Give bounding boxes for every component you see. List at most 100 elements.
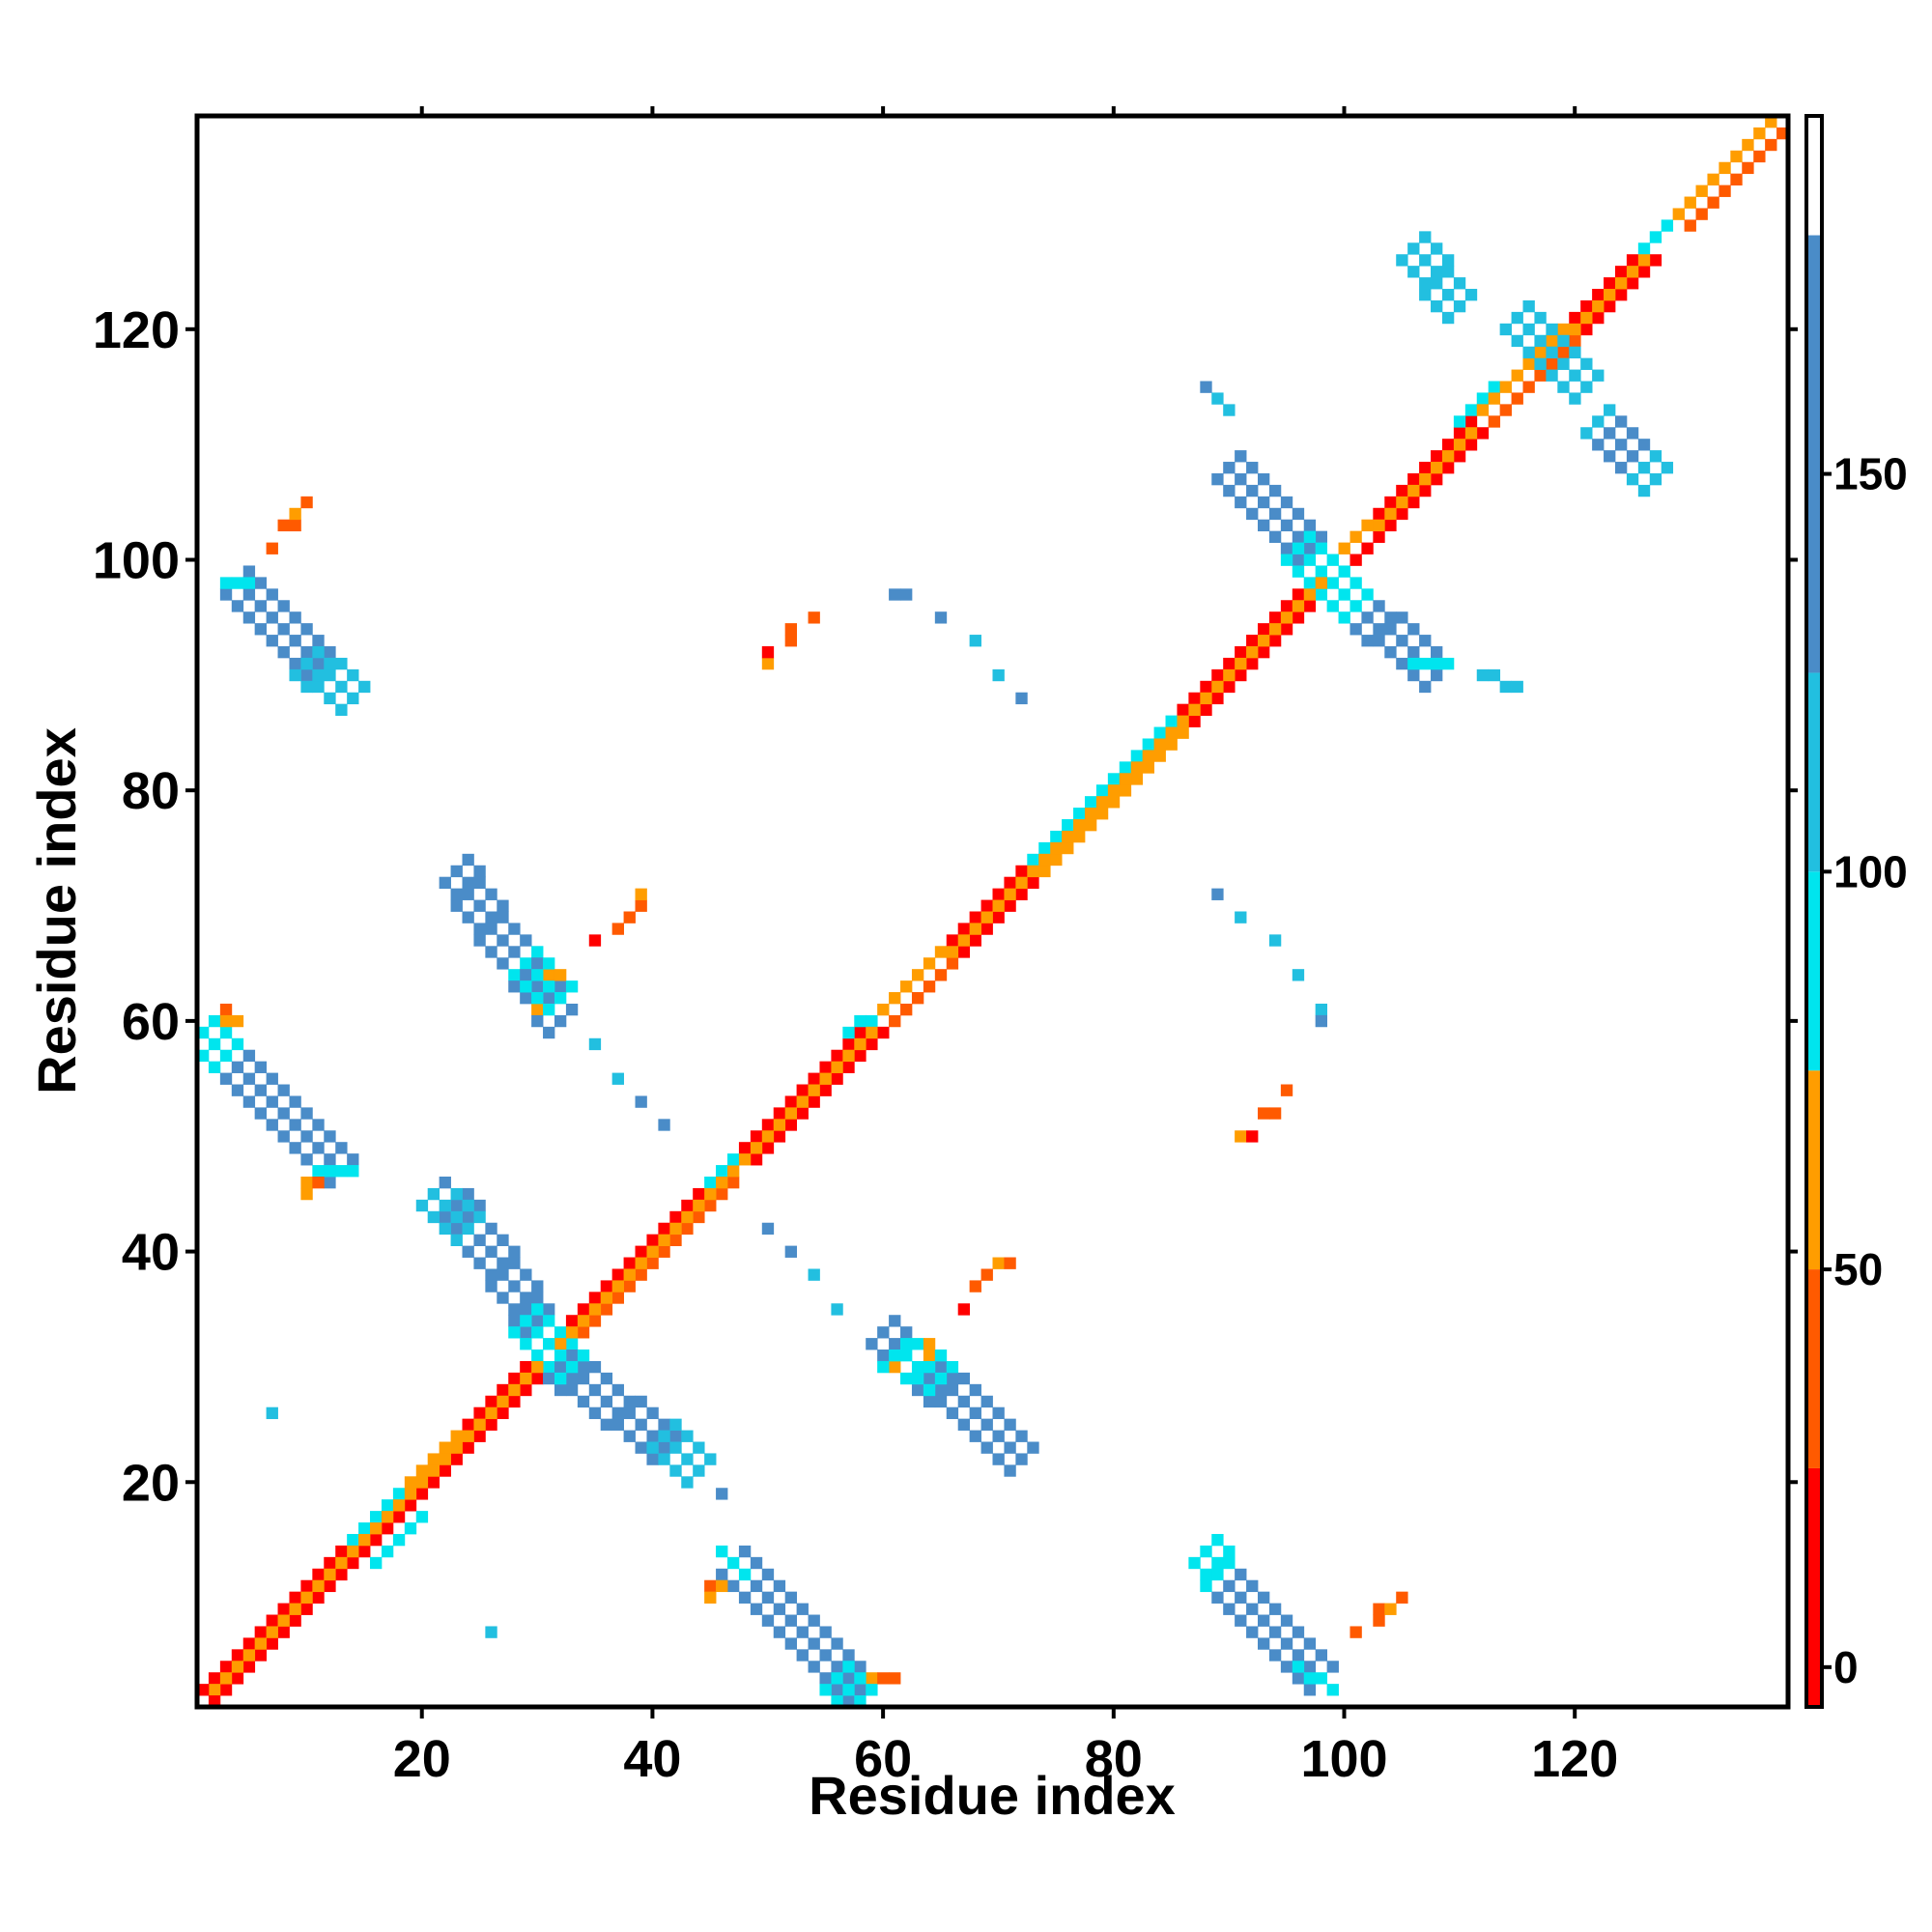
- heat-cell: [1719, 161, 1731, 175]
- heat-cell: [819, 1672, 832, 1685]
- heat-cell: [219, 1072, 233, 1085]
- heat-cell: [300, 1177, 313, 1189]
- heat-cell: [923, 957, 936, 970]
- colorbar-tick-label: 0: [1833, 1642, 1859, 1692]
- heat-cell: [738, 1568, 752, 1581]
- heat-cell: [1315, 1003, 1327, 1016]
- heat-cell: [289, 1614, 301, 1627]
- heat-cell: [808, 1072, 820, 1085]
- heat-cell: [1130, 761, 1144, 774]
- heat-cell: [1107, 773, 1121, 785]
- heat-cell: [784, 1591, 797, 1604]
- heat-cell: [623, 1268, 636, 1281]
- heat-cell: [254, 1107, 267, 1120]
- heat-cell: [1499, 680, 1512, 694]
- heat-cell: [727, 1153, 740, 1166]
- heat-cell: [231, 1661, 244, 1673]
- heat-cell: [808, 1614, 820, 1627]
- heat-cell: [381, 1511, 394, 1523]
- heat-cell: [300, 646, 313, 659]
- heat-cell: [473, 934, 486, 947]
- heat-cell: [300, 1130, 313, 1143]
- heat-cell: [554, 1360, 567, 1374]
- heat-cell: [854, 1037, 867, 1051]
- heat-cell: [1073, 808, 1086, 820]
- heat-cell: [1431, 668, 1443, 682]
- heat-cell: [473, 865, 486, 878]
- heat-cell: [289, 1142, 301, 1154]
- heat-cell: [565, 980, 579, 993]
- heat-cell: [520, 957, 532, 970]
- heat-cell: [485, 1406, 497, 1420]
- heat-cell: [497, 1292, 509, 1304]
- heat-cell: [658, 1245, 670, 1258]
- heat-cell: [289, 507, 301, 521]
- heat-cell: [704, 1199, 717, 1212]
- heat-cell: [485, 1245, 497, 1258]
- heat-cell: [842, 1684, 855, 1696]
- heat-cell: [577, 1350, 590, 1362]
- heat-cell: [324, 1153, 336, 1166]
- heat-cell: [1211, 392, 1224, 405]
- heat-cell: [1038, 865, 1051, 878]
- heat-cell: [565, 1338, 579, 1350]
- heat-cell: [1268, 1649, 1282, 1662]
- heat-cell: [611, 1383, 624, 1397]
- heat-cell: [588, 1303, 602, 1316]
- heat-cell: [1499, 323, 1512, 336]
- heat-cell: [716, 1488, 728, 1500]
- heat-cell: [600, 1292, 613, 1304]
- heat-cell: [1373, 1614, 1385, 1627]
- heat-cell: [1326, 1684, 1339, 1696]
- heat-cell: [1303, 554, 1317, 566]
- heat-cell: [347, 668, 359, 682]
- heat-cell: [969, 911, 981, 923]
- heat-cell: [1522, 346, 1535, 359]
- heat-cell: [277, 1107, 290, 1120]
- heat-cell: [462, 1187, 474, 1201]
- x-tick-label: 20: [393, 1730, 451, 1788]
- heat-cell: [819, 1684, 832, 1696]
- heat-cell: [554, 1014, 567, 1028]
- heat-cell: [1384, 646, 1397, 659]
- heat-cell: [1522, 381, 1535, 393]
- heat-cell: [473, 1430, 486, 1442]
- plot-frame: [194, 113, 1791, 1710]
- heat-cell: [1062, 830, 1074, 843]
- heat-cell: [1476, 404, 1490, 416]
- heat-cell: [1464, 289, 1478, 301]
- heat-cell: [312, 668, 325, 682]
- heat-cell: [335, 1568, 348, 1581]
- heat-cell: [1361, 635, 1374, 647]
- heat-cell: [658, 1119, 670, 1131]
- heat-cell: [1614, 415, 1628, 428]
- heat-cell: [242, 611, 256, 624]
- heat-cell: [1200, 692, 1212, 705]
- heat-cell: [1396, 496, 1408, 509]
- heat-cell: [1200, 1545, 1212, 1558]
- heat-cell: [1569, 323, 1581, 336]
- heat-cell: [242, 1649, 256, 1662]
- heat-cell: [1268, 1107, 1282, 1120]
- heat-cell: [877, 1360, 890, 1374]
- heat-cell: [473, 1234, 486, 1246]
- heat-cell: [611, 923, 624, 935]
- heat-cell: [623, 1257, 636, 1269]
- heat-cell: [1373, 600, 1385, 612]
- heat-cell: [1373, 507, 1385, 521]
- heat-cell: [1453, 439, 1466, 451]
- heat-cell: [520, 1303, 532, 1316]
- heat-cell: [1303, 600, 1317, 612]
- heat-cell: [969, 1430, 981, 1442]
- heat-cell: [1604, 427, 1616, 440]
- heat-cell: [600, 1372, 613, 1385]
- heat-cell: [543, 1360, 555, 1374]
- heat-cell: [1258, 1637, 1270, 1650]
- heat-cell: [1453, 277, 1466, 290]
- heat-cell: [1268, 623, 1282, 636]
- heat-cell: [1235, 668, 1247, 682]
- heat-cell: [727, 1579, 740, 1593]
- heat-cell: [1303, 588, 1317, 601]
- x-tick-label: 120: [1531, 1730, 1618, 1788]
